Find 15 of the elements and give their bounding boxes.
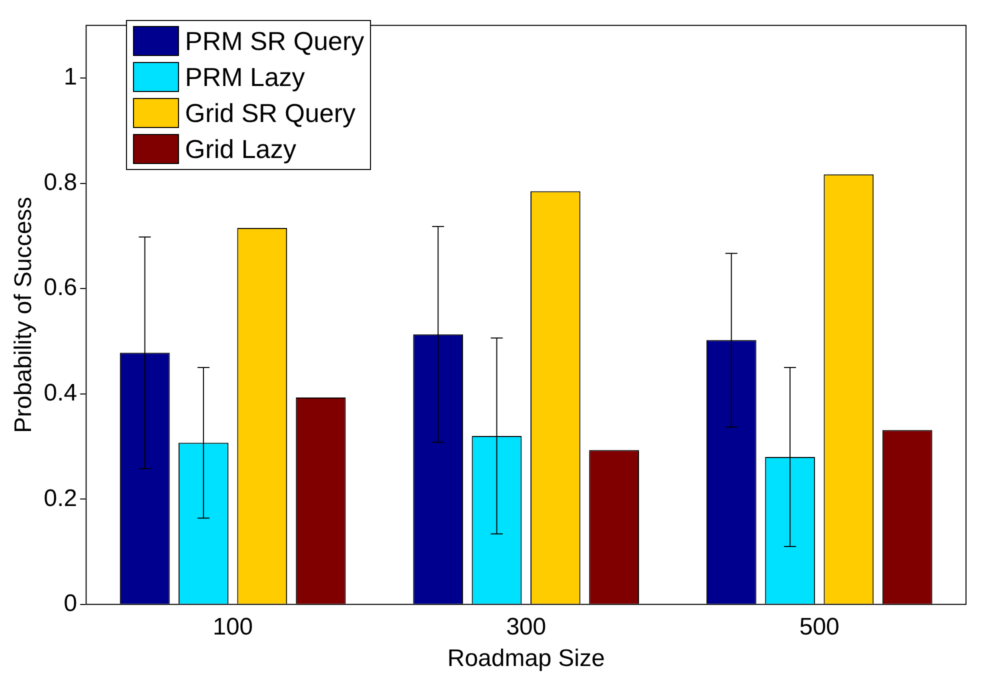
y-axis-title: Probability of Success <box>10 196 38 433</box>
y-tick-label: 1 <box>64 64 78 91</box>
x-tick-label: 500 <box>799 613 840 640</box>
legend-label: Grid Lazy <box>185 134 296 164</box>
y-tick-label: 0 <box>64 590 78 618</box>
x-axis-title: Roadmap Size <box>447 645 605 672</box>
legend-label: PRM SR Query <box>185 26 364 56</box>
x-tick-label: 300 <box>506 613 546 640</box>
legend-label: Grid SR Query <box>185 98 356 128</box>
y-tick-label: 0.2 <box>44 484 78 512</box>
legend-label: PRM Lazy <box>185 62 305 92</box>
y-tick-label: 0.8 <box>44 168 78 196</box>
y-tick-label: 0.4 <box>44 379 78 406</box>
y-tick-label: 0.6 <box>44 274 78 302</box>
x-tick-label: 100 <box>212 613 253 640</box>
